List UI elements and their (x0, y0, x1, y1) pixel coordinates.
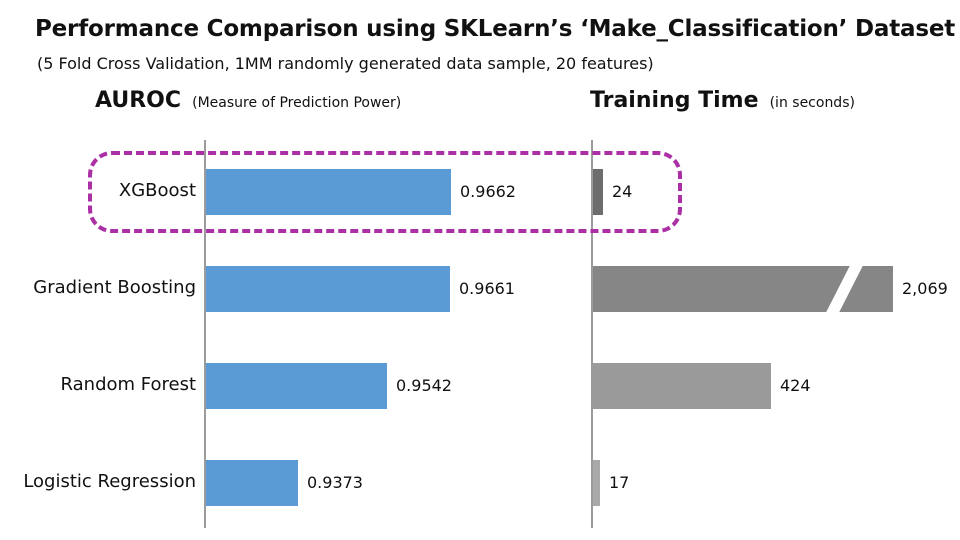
chart-title: Performance Comparison using SKLearn’s ‘… (35, 16, 956, 42)
auroc-bar-1 (206, 265, 450, 312)
category-label-2: Random Forest (60, 373, 196, 395)
auroc-panel-title: AUROC (95, 88, 182, 113)
training-time-panel-subtitle: (in seconds) (769, 95, 855, 111)
category-label-0: XGBoost (118, 179, 196, 201)
training-time-value-2: 424 (780, 375, 811, 395)
training-time-value-3: 17 (609, 472, 630, 492)
auroc-value-3: 0.9373 (307, 472, 363, 492)
training-time-axis-line (591, 140, 593, 528)
auroc-value-1: 0.9661 (459, 278, 515, 298)
chart-subtitle: (5 Fold Cross Validation, 1MM randomly g… (37, 54, 654, 73)
training-time-panel-title: Training Time (590, 88, 759, 113)
auroc-panel-header: AUROC (Measure of Prediction Power) (95, 88, 401, 113)
training-time-bar-2 (593, 362, 771, 409)
axis-break-mark (824, 262, 865, 315)
training-time-bar-1 (593, 262, 893, 315)
training-time-panel-header: Training Time (in seconds) (590, 88, 855, 113)
training-time-bar-3 (593, 459, 600, 506)
category-label-3: Logistic Regression (23, 470, 196, 492)
auroc-bar-2 (206, 362, 387, 409)
training-time-value-1: 2,069 (902, 278, 948, 298)
auroc-bar-3 (206, 459, 298, 506)
training-time-value-0: 24 (612, 181, 633, 201)
auroc-value-0: 0.9662 (460, 181, 516, 201)
auroc-bar-0 (206, 168, 451, 215)
category-label-1: Gradient Boosting (33, 276, 196, 298)
auroc-value-2: 0.9542 (396, 375, 452, 395)
auroc-axis-line (204, 140, 206, 528)
training-time-bar-0 (593, 168, 603, 215)
auroc-panel-subtitle: (Measure of Prediction Power) (192, 95, 402, 111)
